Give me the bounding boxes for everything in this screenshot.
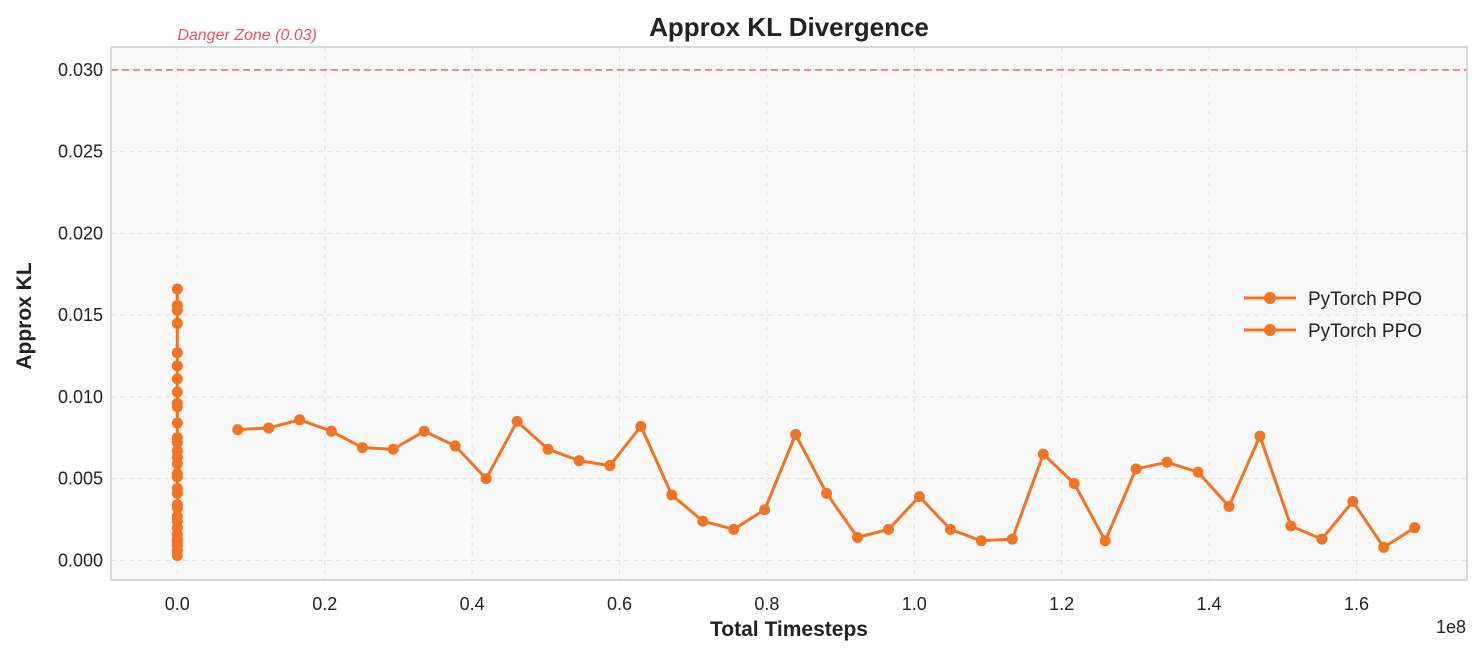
plot-frame <box>110 46 1468 581</box>
data-point <box>1099 535 1111 547</box>
x-tick-label: 0.8 <box>754 594 779 614</box>
data-point <box>171 304 183 316</box>
data-point <box>171 360 183 372</box>
plot-background <box>111 47 1467 580</box>
data-point <box>1223 500 1235 512</box>
data-point <box>882 523 894 535</box>
data-point <box>356 442 368 454</box>
x-tick-label: 1.4 <box>1197 594 1222 614</box>
data-point <box>1006 533 1018 545</box>
data-point <box>232 424 244 436</box>
data-point <box>975 535 987 547</box>
grid <box>111 47 1467 580</box>
data-point <box>171 471 183 483</box>
y-tick-label: 0.010 <box>58 387 103 407</box>
data-point <box>1347 496 1359 508</box>
y-axis-label: Approx KL <box>13 262 36 370</box>
data-point <box>1285 520 1297 532</box>
data-point <box>171 487 183 499</box>
data-point <box>171 386 183 398</box>
data-point <box>1409 522 1421 534</box>
data-point <box>418 425 430 437</box>
data-point <box>1037 448 1049 460</box>
x-tick-label: 1.6 <box>1344 594 1369 614</box>
data-point <box>944 523 956 535</box>
series-layer <box>171 283 1421 561</box>
y-tick-label: 0.025 <box>58 142 103 162</box>
series-1 <box>232 414 1421 553</box>
x-tick-label: 0.0 <box>165 594 190 614</box>
legend-label: PyTorch PPO <box>1308 289 1422 310</box>
chart-title: Approx KL Divergence <box>649 12 929 42</box>
data-point <box>171 401 183 413</box>
data-point <box>171 317 183 329</box>
data-point <box>171 417 183 429</box>
data-point <box>790 428 802 440</box>
data-point <box>666 489 678 501</box>
danger-line-group: Danger Zone (0.03) <box>111 27 1467 71</box>
data-point <box>511 415 523 427</box>
data-point <box>1130 463 1142 475</box>
x-tick-label: 1.0 <box>902 594 927 614</box>
data-point <box>1254 430 1266 442</box>
data-point <box>1161 456 1173 468</box>
data-point <box>171 347 183 359</box>
x-axis-label: Total Timesteps <box>710 618 868 641</box>
legend-entry: PyTorch PPO <box>1244 321 1422 342</box>
legend-entry: PyTorch PPO <box>1244 289 1422 310</box>
data-point <box>1068 478 1080 490</box>
data-point <box>573 455 585 467</box>
data-point <box>171 437 183 449</box>
data-point <box>728 523 740 535</box>
data-point <box>913 491 925 503</box>
data-point <box>1316 533 1328 545</box>
data-point <box>171 549 183 561</box>
x-tick-label: 1.2 <box>1049 594 1074 614</box>
data-point <box>480 473 492 485</box>
data-point <box>263 422 275 434</box>
y-tick-label: 0.005 <box>58 469 103 489</box>
y-tick-label: 0.000 <box>58 550 103 570</box>
data-point <box>542 443 554 455</box>
legend: PyTorch PPO PyTorch PPO <box>1244 289 1422 342</box>
data-point <box>697 515 709 527</box>
data-point <box>171 373 183 385</box>
data-point <box>387 443 399 455</box>
series-0 <box>171 283 183 561</box>
x-tick-label: 0.2 <box>312 594 337 614</box>
data-point <box>635 420 647 432</box>
x-tick-label: 0.6 <box>607 594 632 614</box>
data-point <box>171 458 183 470</box>
data-point <box>759 504 771 516</box>
data-point <box>604 460 616 472</box>
y-tick-label: 0.030 <box>58 60 103 80</box>
data-point <box>171 502 183 514</box>
data-point <box>852 531 864 543</box>
legend-marker <box>1264 324 1276 336</box>
x-axis-ticks: 0.0 0.2 0.4 0.6 0.8 1.0 1.2 1.4 1.6 <box>165 594 1369 614</box>
data-point <box>171 283 183 295</box>
danger-zone-annotation: Danger Zone (0.03) <box>177 27 317 44</box>
data-point <box>1192 466 1204 478</box>
x-tick-label: 0.4 <box>460 594 485 614</box>
data-point <box>325 425 337 437</box>
data-point <box>294 414 306 426</box>
data-point <box>821 487 833 499</box>
data-point <box>449 440 461 452</box>
y-axis-ticks: 0.000 0.005 0.010 0.015 0.020 0.025 0.030 <box>58 60 103 570</box>
y-tick-label: 0.015 <box>58 305 103 325</box>
y-tick-label: 0.020 <box>58 223 103 243</box>
legend-marker <box>1264 292 1276 304</box>
data-point <box>1378 541 1390 553</box>
x-axis-offset-label: 1e8 <box>1436 617 1466 637</box>
legend-label: PyTorch PPO <box>1308 321 1422 342</box>
